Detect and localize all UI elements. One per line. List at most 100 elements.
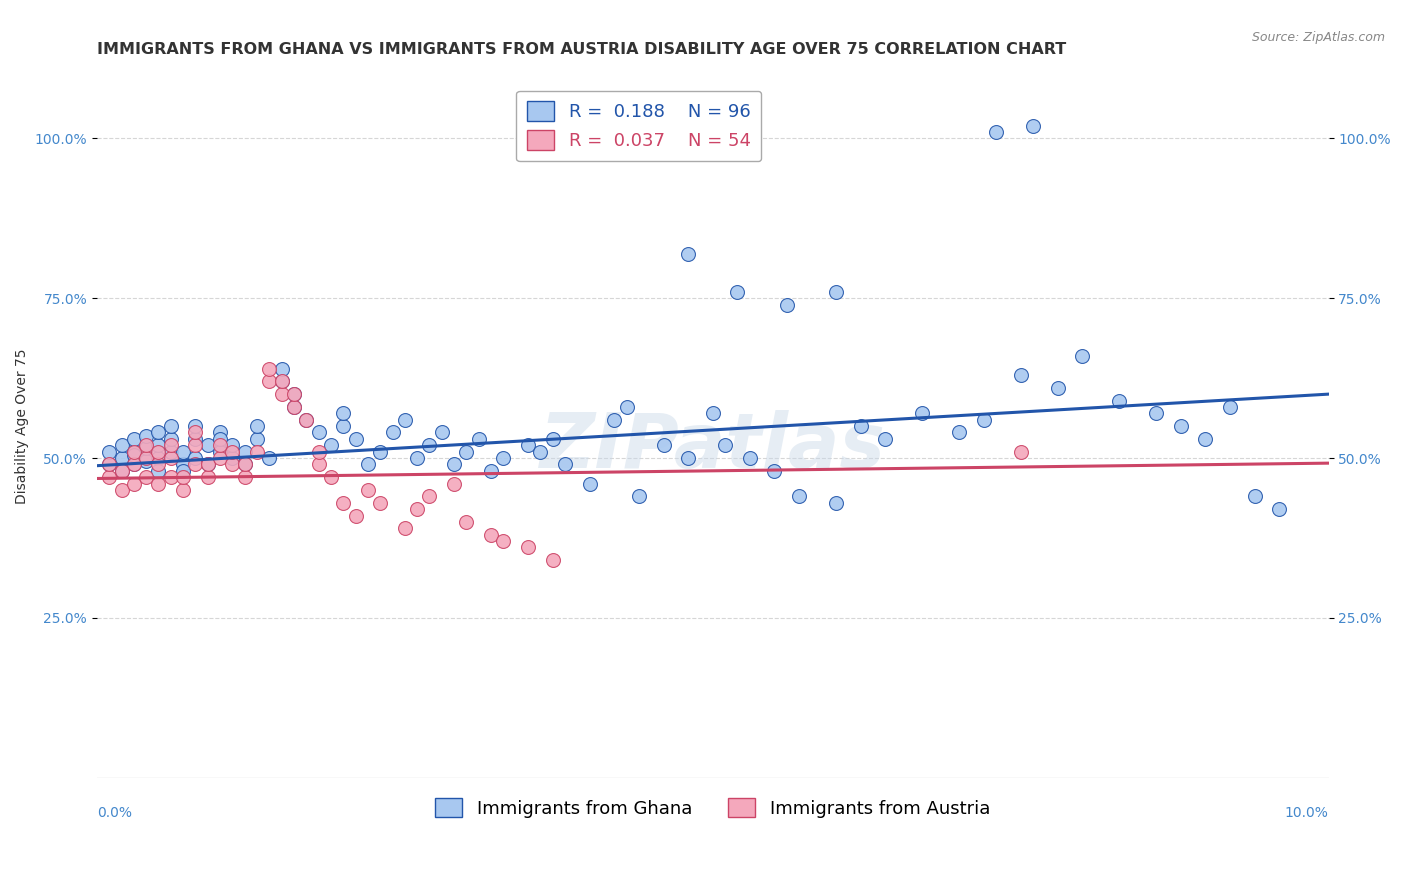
Point: [368, 496, 391, 510]
Point: [98, 470, 121, 484]
Point: [492, 450, 515, 465]
Point: [184, 438, 207, 452]
Text: IMMIGRANTS FROM GHANA VS IMMIGRANTS FROM AUSTRIA DISABILITY AGE OVER 75 CORRELAT: IMMIGRANTS FROM GHANA VS IMMIGRANTS FROM…: [97, 42, 1066, 57]
Point: [1108, 393, 1130, 408]
Point: [110, 464, 132, 478]
Point: [221, 438, 243, 452]
Point: [430, 425, 453, 440]
Point: [159, 450, 181, 465]
Point: [209, 432, 232, 446]
Point: [1268, 502, 1291, 516]
Point: [283, 387, 305, 401]
Point: [295, 413, 318, 427]
Point: [98, 458, 121, 472]
Point: [418, 489, 440, 503]
Point: [172, 458, 194, 472]
Point: [406, 450, 429, 465]
Point: [233, 470, 256, 484]
Text: ZIPatlas: ZIPatlas: [540, 410, 886, 484]
Point: [295, 413, 318, 427]
Point: [122, 458, 145, 472]
Point: [197, 458, 219, 472]
Point: [197, 458, 219, 472]
Point: [283, 400, 305, 414]
Point: [875, 432, 897, 446]
Point: [418, 438, 440, 452]
Point: [357, 458, 380, 472]
Point: [184, 425, 207, 440]
Point: [825, 285, 848, 299]
Point: [479, 527, 502, 541]
Point: [344, 432, 367, 446]
Point: [787, 489, 810, 503]
Point: [98, 444, 121, 458]
Point: [122, 444, 145, 458]
Point: [221, 458, 243, 472]
Point: [135, 438, 157, 452]
Point: [172, 470, 194, 484]
Point: [443, 476, 465, 491]
Point: [148, 438, 170, 452]
Text: Source: ZipAtlas.com: Source: ZipAtlas.com: [1251, 31, 1385, 45]
Point: [1144, 406, 1167, 420]
Point: [1022, 119, 1045, 133]
Point: [209, 450, 232, 465]
Point: [332, 406, 354, 420]
Point: [172, 444, 194, 458]
Point: [308, 444, 330, 458]
Point: [270, 375, 292, 389]
Point: [1170, 419, 1192, 434]
Point: [763, 464, 786, 478]
Point: [172, 483, 194, 497]
Point: [1243, 489, 1265, 503]
Text: 0.0%: 0.0%: [97, 805, 132, 820]
Text: 10.0%: 10.0%: [1285, 805, 1329, 820]
Point: [554, 458, 576, 472]
Point: [148, 425, 170, 440]
Point: [110, 450, 132, 465]
Y-axis label: Disability Age Over 75: Disability Age Over 75: [15, 349, 30, 504]
Point: [209, 438, 232, 452]
Point: [702, 406, 724, 420]
Point: [849, 419, 872, 434]
Point: [197, 470, 219, 484]
Point: [911, 406, 934, 420]
Point: [259, 450, 281, 465]
Point: [233, 458, 256, 472]
Point: [135, 454, 157, 468]
Point: [270, 387, 292, 401]
Point: [479, 464, 502, 478]
Point: [159, 470, 181, 484]
Point: [652, 438, 675, 452]
Point: [122, 432, 145, 446]
Point: [492, 534, 515, 549]
Point: [308, 458, 330, 472]
Point: [1010, 444, 1032, 458]
Point: [825, 496, 848, 510]
Point: [197, 438, 219, 452]
Point: [676, 450, 699, 465]
Point: [1219, 400, 1241, 414]
Point: [394, 521, 416, 535]
Point: [172, 464, 194, 478]
Point: [456, 515, 478, 529]
Point: [122, 458, 145, 472]
Point: [603, 413, 626, 427]
Point: [209, 444, 232, 458]
Point: [616, 400, 638, 414]
Point: [344, 508, 367, 523]
Point: [110, 464, 132, 478]
Point: [184, 432, 207, 446]
Point: [122, 444, 145, 458]
Point: [135, 428, 157, 442]
Point: [110, 483, 132, 497]
Point: [148, 476, 170, 491]
Point: [776, 298, 799, 312]
Point: [973, 413, 995, 427]
Point: [184, 419, 207, 434]
Point: [541, 553, 564, 567]
Point: [159, 419, 181, 434]
Legend: Immigrants from Ghana, Immigrants from Austria: Immigrants from Ghana, Immigrants from A…: [427, 790, 997, 825]
Point: [135, 450, 157, 465]
Point: [221, 444, 243, 458]
